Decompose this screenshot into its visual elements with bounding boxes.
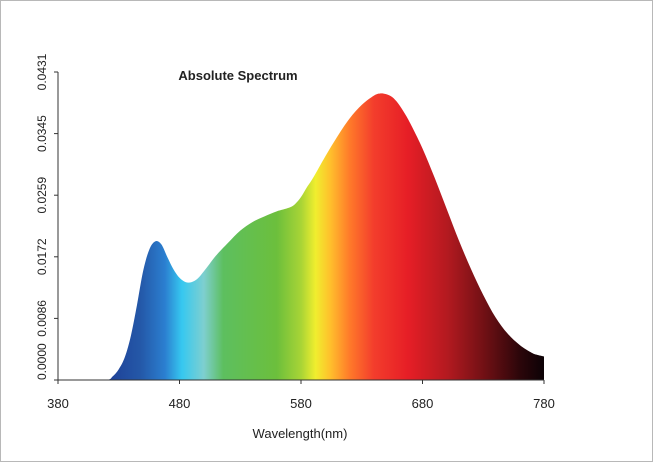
y-tick-label: 0.0259 bbox=[35, 177, 49, 214]
y-tick-label: 0.0431 bbox=[35, 53, 49, 90]
x-axis-ticks: 380 480 580 680 780 bbox=[47, 380, 555, 411]
x-tick-label: 480 bbox=[169, 396, 191, 411]
y-axis-ticks: 0.0000 0.0086 0.0172 0.0259 0.0345 0.0431 bbox=[35, 53, 58, 381]
x-axis-label: Wavelength(nm) bbox=[253, 426, 348, 441]
chart-title: Absolute Spectrum bbox=[178, 68, 297, 83]
x-tick-label: 580 bbox=[290, 396, 312, 411]
y-tick-label: 0.0086 bbox=[35, 300, 49, 337]
y-tick-label: 0.0172 bbox=[35, 238, 49, 275]
spectrum-area bbox=[58, 93, 544, 381]
x-tick-label: 680 bbox=[412, 396, 434, 411]
y-tick-label: 0.0000 bbox=[35, 343, 49, 380]
x-tick-label: 380 bbox=[47, 396, 69, 411]
x-tick-label: 780 bbox=[533, 396, 555, 411]
y-tick-label: 0.0345 bbox=[35, 115, 49, 152]
